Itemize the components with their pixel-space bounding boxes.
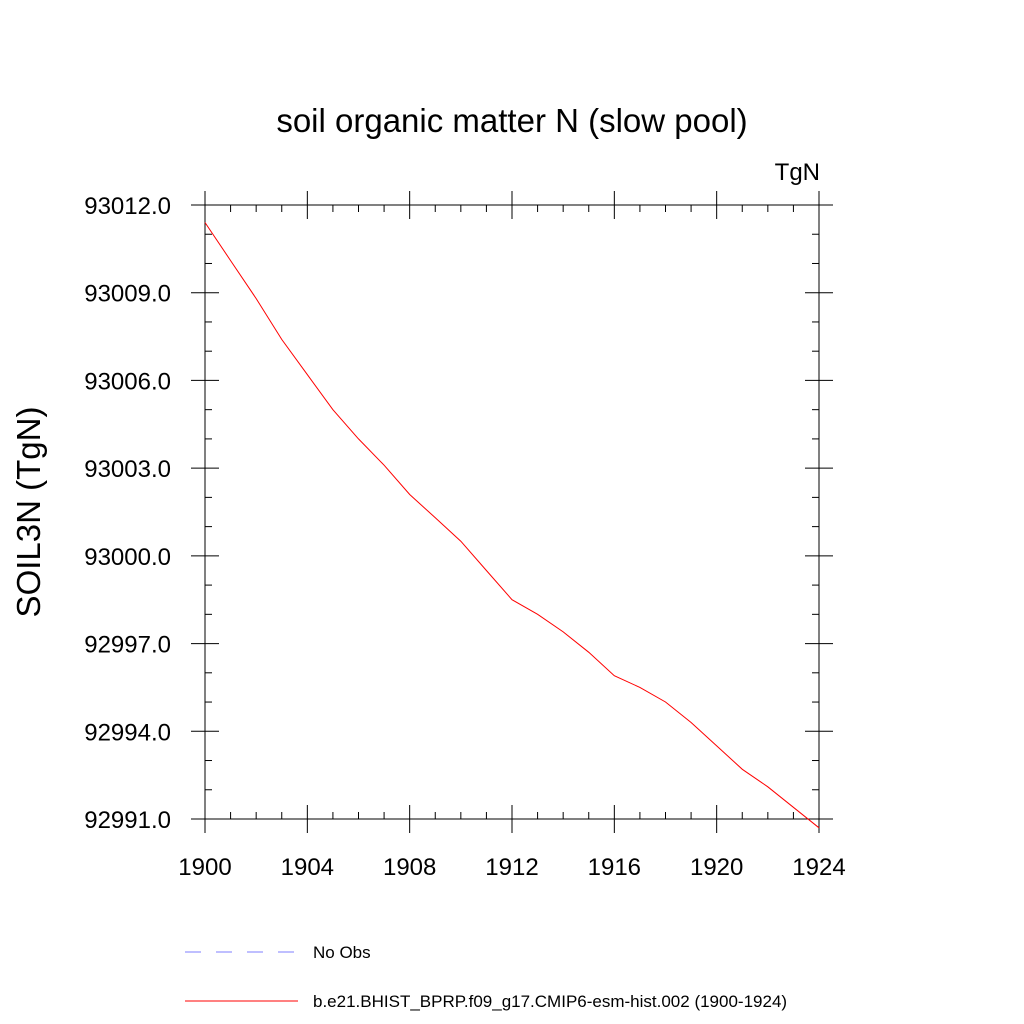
legend: No Obs b.e21.BHIST_BPRP.f09_g17.CMIP6-esm… — [185, 943, 787, 1011]
series-group — [204, 222, 820, 829]
x-tick-label: 1904 — [281, 854, 334, 881]
x-tick-label: 1900 — [178, 854, 231, 881]
y-tick-label: 93006.0 — [84, 368, 171, 395]
axis-ticks — [191, 191, 833, 833]
legend-label: No Obs — [313, 943, 371, 962]
y-tick-label: 93003.0 — [84, 456, 171, 483]
x-tick-label: 1908 — [383, 854, 436, 881]
y-tick-label: 92997.0 — [84, 632, 171, 659]
y-tick-label: 92991.0 — [84, 807, 171, 834]
y-tick-label: 92994.0 — [84, 719, 171, 746]
y-axis-label: SOIL3N (TgN) — [10, 407, 47, 618]
x-tick-label: 1920 — [690, 854, 743, 881]
x-tick-label: 1912 — [485, 854, 538, 881]
legend-label: b.e21.BHIST_BPRP.f09_g17.CMIP6-esm-hist.… — [313, 992, 787, 1011]
chart-title: soil organic matter N (slow pool) — [276, 102, 747, 139]
units-label: TgN — [775, 159, 820, 186]
series-line — [204, 222, 820, 829]
plot-frame — [204, 204, 820, 820]
y-tick-label: 93009.0 — [84, 281, 171, 308]
axis-tick-labels: 1900 1904 1908 1912 1916 1920 1924 92991.0 92994… — [84, 193, 845, 881]
x-tick-label: 1924 — [792, 854, 845, 881]
x-tick-label: 1916 — [588, 854, 641, 881]
y-tick-label: 93000.0 — [84, 544, 171, 571]
y-tick-label: 93012.0 — [84, 193, 171, 220]
